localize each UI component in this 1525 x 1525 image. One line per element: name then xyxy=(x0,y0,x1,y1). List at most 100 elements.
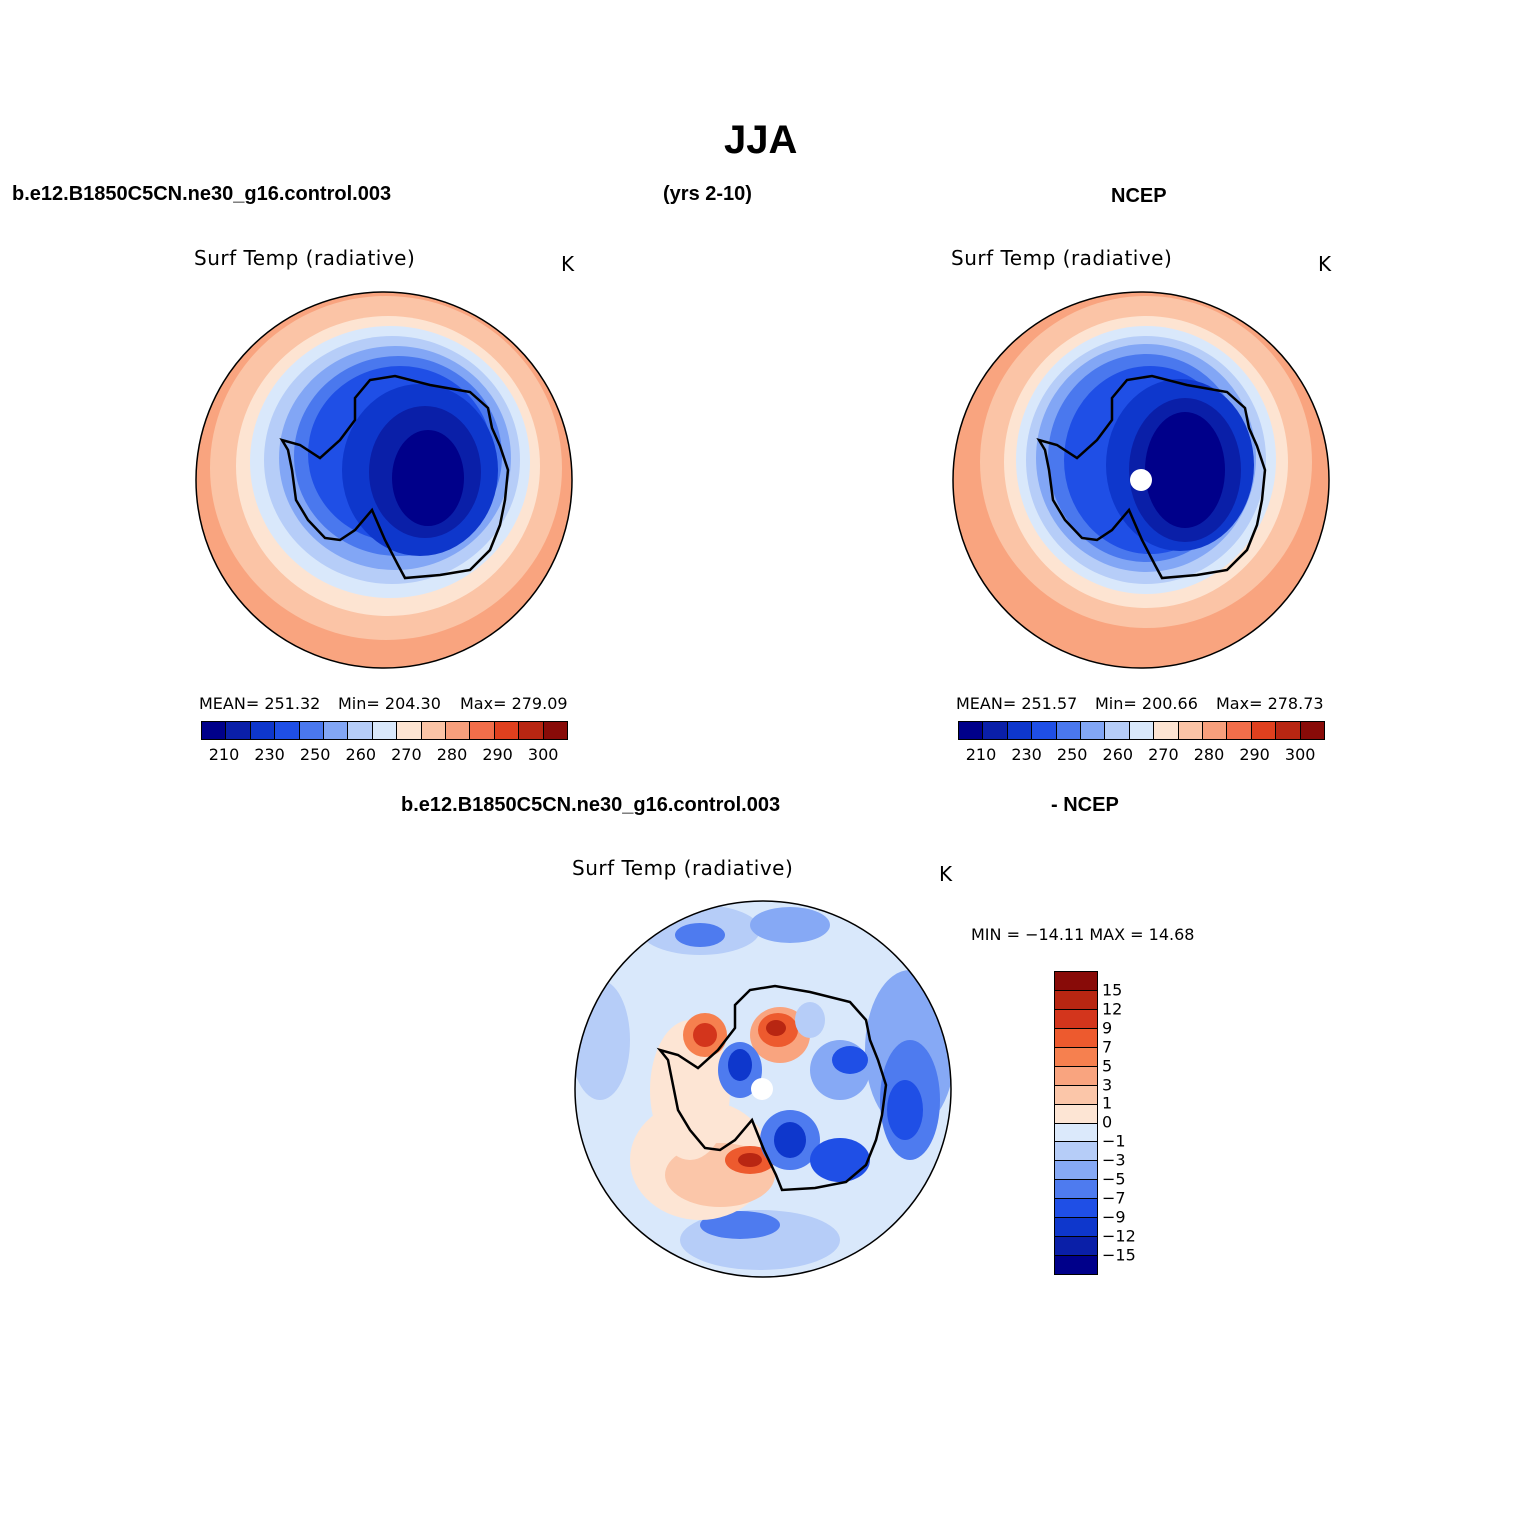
diff-panel-title: Surf Temp (radiative) xyxy=(572,856,794,880)
colorbar-box xyxy=(1251,722,1277,739)
colorbar-tick-label: 3 xyxy=(1102,1075,1113,1094)
colorbar-box xyxy=(299,722,325,739)
colorbar-box xyxy=(202,722,227,739)
obs-panel-units: K xyxy=(1318,252,1332,276)
colorbar-tick-label: 260 xyxy=(345,745,377,764)
diff-map-blob-19 xyxy=(738,1153,762,1167)
diff-map-blob-4 xyxy=(750,907,830,943)
colorbar-box xyxy=(494,722,520,739)
diff-antarctica-coastline xyxy=(656,984,888,1192)
colorbar-tick-label: −12 xyxy=(1102,1226,1136,1246)
colorbar-tick-label: 260 xyxy=(1102,745,1134,764)
colorbar-tick-label: 0 xyxy=(1102,1112,1113,1132)
diff-map-blob-23 xyxy=(832,1046,868,1074)
colorbar-box xyxy=(1105,722,1130,739)
colorbar-box xyxy=(226,722,251,739)
colorbar-box xyxy=(250,722,276,739)
colorbar-tick-label: 290 xyxy=(1239,745,1270,764)
obs-name-header: NCEP xyxy=(1111,185,1167,207)
colorbar-box xyxy=(1178,722,1204,739)
diff-panel-units: K xyxy=(939,862,953,886)
model-map-band-10 xyxy=(392,430,464,526)
colorbar-box xyxy=(543,722,568,739)
model-panel-units: K xyxy=(561,252,575,276)
colorbar-tick-label: 12 xyxy=(1102,999,1123,1019)
colorbar-tick-label: 7 xyxy=(1102,1037,1113,1057)
model-min-label: Min= 204.30 xyxy=(338,694,441,713)
diff-minmax-label: MIN = −14.11 MAX = 14.68 xyxy=(971,925,1195,944)
colorbar-box xyxy=(1055,1256,1097,1274)
colorbar-box xyxy=(446,722,471,739)
colorbar-box xyxy=(324,722,349,739)
colorbar-box xyxy=(1055,1161,1097,1181)
model-max-label: Max= 279.09 xyxy=(460,694,568,713)
colorbar-box xyxy=(470,722,495,739)
colorbar-tick-label: 9 xyxy=(1102,1018,1113,1038)
diff-map-blob-17 xyxy=(766,1020,786,1036)
diff-map-blob-7 xyxy=(887,1080,923,1140)
diff-map-blob-21 xyxy=(728,1049,752,1081)
colorbar-tick-label: 230 xyxy=(1011,745,1042,764)
diff-pole-missing-dot xyxy=(751,1078,773,1100)
colorbar-box xyxy=(1055,990,1097,1010)
diff-map-blob-9 xyxy=(700,1211,780,1239)
colorbar-tick-label: −1 xyxy=(1102,1131,1126,1151)
years-header: (yrs 2-10) xyxy=(663,183,752,205)
colorbar-tick-label: −9 xyxy=(1102,1207,1126,1227)
obs-panel-title: Surf Temp (radiative) xyxy=(951,246,1173,270)
colorbar-box xyxy=(1055,1123,1097,1143)
model-mean-label: MEAN= 251.32 xyxy=(199,694,321,713)
colorbar-box xyxy=(1055,1180,1097,1200)
colorbar-tick-label: 15 xyxy=(1102,980,1123,1000)
colorbar-box xyxy=(959,722,984,739)
colorbar-box xyxy=(1300,722,1325,739)
model-panel-title: Surf Temp (radiative) xyxy=(194,246,416,270)
colorbar-tick-label: 290 xyxy=(482,745,513,764)
colorbar-box xyxy=(1032,722,1057,739)
colorbar-box xyxy=(1056,722,1082,739)
obs-colorbar xyxy=(958,721,1325,740)
colorbar-box xyxy=(1276,722,1301,739)
diff-header-left: b.e12.B1850C5CN.ne30_g16.control.003 xyxy=(401,794,781,816)
colorbar-tick-label: −15 xyxy=(1102,1245,1136,1265)
model-map-border xyxy=(195,291,573,669)
colorbar-box xyxy=(1055,1218,1097,1238)
colorbar-box xyxy=(1055,1009,1097,1029)
diff-map-blob-3 xyxy=(675,923,725,947)
colorbar-tick-label: −7 xyxy=(1102,1188,1126,1208)
obs-map-border xyxy=(952,291,1330,669)
colorbar-tick-label: 280 xyxy=(1193,745,1225,764)
colorbar-box xyxy=(1203,722,1228,739)
colorbar-box xyxy=(1081,722,1106,739)
diff-colorbar xyxy=(1054,971,1098,1275)
colorbar-tick-label: 210 xyxy=(965,745,997,764)
diff-map-blob-27 xyxy=(795,1002,825,1038)
model-colorbar xyxy=(201,721,568,740)
colorbar-box xyxy=(1227,722,1252,739)
colorbar-box xyxy=(397,722,422,739)
colorbar-tick-label: 230 xyxy=(254,745,285,764)
colorbar-box xyxy=(519,722,544,739)
colorbar-box xyxy=(1007,722,1033,739)
colorbar-tick-label: 210 xyxy=(208,745,240,764)
colorbar-box xyxy=(275,722,300,739)
colorbar-tick-label: −3 xyxy=(1102,1150,1126,1170)
colorbar-tick-label: 5 xyxy=(1102,1056,1113,1076)
colorbar-tick-label: 1 xyxy=(1102,1093,1113,1113)
diff-map-blob-1 xyxy=(575,980,630,1100)
colorbar-box xyxy=(1055,1047,1097,1067)
colorbar-box xyxy=(1055,1199,1097,1219)
colorbar-tick-label: 300 xyxy=(527,745,559,764)
colorbar-box xyxy=(1154,722,1179,739)
colorbar-box xyxy=(421,722,447,739)
case-name-header: b.e12.B1850C5CN.ne30_g16.control.003 xyxy=(12,183,392,205)
diff-map-blob-26 xyxy=(810,1138,870,1182)
colorbar-box xyxy=(1055,1104,1097,1124)
colorbar-box xyxy=(1055,1237,1097,1257)
colorbar-box xyxy=(348,722,373,739)
obs-antarctica-coastline xyxy=(1036,374,1267,580)
colorbar-tick-label: −5 xyxy=(1102,1169,1126,1189)
obs-mean-label: MEAN= 251.57 xyxy=(956,694,1078,713)
